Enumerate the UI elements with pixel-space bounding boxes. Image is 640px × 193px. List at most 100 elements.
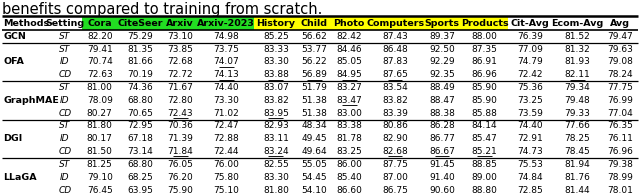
Text: 86.77: 86.77 xyxy=(429,134,455,143)
Text: 88.38: 88.38 xyxy=(429,109,455,118)
Text: 83.27: 83.27 xyxy=(337,83,362,92)
Text: 85.05: 85.05 xyxy=(337,58,362,67)
Text: 87.43: 87.43 xyxy=(382,32,408,41)
Text: 89.00: 89.00 xyxy=(472,173,497,182)
Text: 88.80: 88.80 xyxy=(472,185,497,193)
Text: 81.35: 81.35 xyxy=(127,45,153,54)
Text: 83.00: 83.00 xyxy=(337,109,362,118)
Text: 75.90: 75.90 xyxy=(168,185,193,193)
Text: 71.67: 71.67 xyxy=(168,83,193,92)
Text: ID: ID xyxy=(60,96,70,105)
Text: 83.11: 83.11 xyxy=(263,134,289,143)
Text: 72.80: 72.80 xyxy=(168,96,193,105)
Text: 88.49: 88.49 xyxy=(429,83,455,92)
Text: 82.68: 82.68 xyxy=(382,147,408,156)
Text: ID: ID xyxy=(60,58,70,67)
Text: 75.29: 75.29 xyxy=(127,32,153,41)
Text: 85.88: 85.88 xyxy=(472,109,497,118)
Text: 72.72: 72.72 xyxy=(168,70,193,79)
Text: 84.95: 84.95 xyxy=(337,70,362,79)
Text: 83.38: 83.38 xyxy=(337,122,362,130)
Text: 79.10: 79.10 xyxy=(87,173,113,182)
Text: 82.55: 82.55 xyxy=(263,160,289,169)
Text: ST: ST xyxy=(60,32,70,41)
Text: 74.84: 74.84 xyxy=(517,173,543,182)
Text: Child: Child xyxy=(301,19,328,27)
Text: ST: ST xyxy=(60,122,70,130)
Text: 81.44: 81.44 xyxy=(564,185,590,193)
Text: 68.25: 68.25 xyxy=(127,173,153,182)
Text: 51.38: 51.38 xyxy=(301,96,328,105)
Text: 73.59: 73.59 xyxy=(517,109,543,118)
Text: 74.98: 74.98 xyxy=(213,32,239,41)
Text: 87.75: 87.75 xyxy=(382,160,408,169)
Text: 54.45: 54.45 xyxy=(301,173,327,182)
Text: 79.34: 79.34 xyxy=(564,83,590,92)
Text: 86.00: 86.00 xyxy=(337,160,362,169)
Text: ST: ST xyxy=(60,83,70,92)
Text: 91.45: 91.45 xyxy=(429,160,455,169)
Text: 84.14: 84.14 xyxy=(472,122,497,130)
Text: 86.60: 86.60 xyxy=(337,185,362,193)
Text: 71.39: 71.39 xyxy=(168,134,193,143)
Text: 78.09: 78.09 xyxy=(87,96,113,105)
Text: benefits compared to training from scratch.: benefits compared to training from scrat… xyxy=(2,2,323,17)
Text: 83.54: 83.54 xyxy=(382,83,408,92)
Text: 74.36: 74.36 xyxy=(127,83,153,92)
Text: 71.02: 71.02 xyxy=(213,109,239,118)
Text: 76.96: 76.96 xyxy=(607,147,633,156)
Text: 74.73: 74.73 xyxy=(517,147,543,156)
Text: Cit-Avg: Cit-Avg xyxy=(511,19,549,27)
Text: 80.86: 80.86 xyxy=(382,122,408,130)
Text: 86.96: 86.96 xyxy=(472,70,497,79)
Bar xyxy=(198,16,253,30)
Text: Avg: Avg xyxy=(611,19,630,27)
Text: 72.68: 72.68 xyxy=(168,58,193,67)
Text: 76.45: 76.45 xyxy=(87,185,113,193)
Text: 77.66: 77.66 xyxy=(564,122,590,130)
Text: 83.39: 83.39 xyxy=(382,109,408,118)
Text: 70.36: 70.36 xyxy=(168,122,193,130)
Text: 81.80: 81.80 xyxy=(263,185,289,193)
Text: 49.64: 49.64 xyxy=(301,147,327,156)
Text: 67.18: 67.18 xyxy=(127,134,153,143)
Text: CD: CD xyxy=(58,147,72,156)
Text: Arxiv-2023: Arxiv-2023 xyxy=(197,19,255,27)
Text: 48.34: 48.34 xyxy=(301,122,327,130)
Bar xyxy=(461,16,508,30)
Text: 86.28: 86.28 xyxy=(429,122,455,130)
Text: 81.32: 81.32 xyxy=(564,45,590,54)
Text: 79.38: 79.38 xyxy=(607,160,633,169)
Text: 85.40: 85.40 xyxy=(337,173,362,182)
Text: Cora: Cora xyxy=(88,19,112,27)
Text: Computers: Computers xyxy=(366,19,424,27)
Text: 72.44: 72.44 xyxy=(213,147,239,156)
Text: 81.66: 81.66 xyxy=(127,58,153,67)
Text: 71.84: 71.84 xyxy=(168,147,193,156)
Text: LLaGA: LLaGA xyxy=(3,173,36,182)
Text: 76.39: 76.39 xyxy=(517,32,543,41)
Text: 79.63: 79.63 xyxy=(607,45,633,54)
Bar xyxy=(253,16,298,30)
Text: 56.62: 56.62 xyxy=(301,32,327,41)
Text: 79.47: 79.47 xyxy=(607,32,633,41)
Text: 81.25: 81.25 xyxy=(87,160,113,169)
Text: Arxiv: Arxiv xyxy=(166,19,194,27)
Text: 83.82: 83.82 xyxy=(263,96,289,105)
Text: 82.11: 82.11 xyxy=(564,70,590,79)
Text: 75.36: 75.36 xyxy=(517,83,543,92)
Text: 88.85: 88.85 xyxy=(472,160,497,169)
Text: 72.85: 72.85 xyxy=(517,185,543,193)
Bar xyxy=(367,16,422,30)
Text: 80.17: 80.17 xyxy=(87,134,113,143)
Text: 72.95: 72.95 xyxy=(127,122,153,130)
Text: 82.20: 82.20 xyxy=(87,32,113,41)
Text: Methods: Methods xyxy=(3,19,49,27)
Text: 72.88: 72.88 xyxy=(213,134,239,143)
Text: ID: ID xyxy=(60,173,70,182)
Text: 77.09: 77.09 xyxy=(517,45,543,54)
Text: 72.47: 72.47 xyxy=(213,122,239,130)
Text: GCN: GCN xyxy=(3,32,26,41)
Text: 76.11: 76.11 xyxy=(607,134,633,143)
Bar xyxy=(298,16,331,30)
